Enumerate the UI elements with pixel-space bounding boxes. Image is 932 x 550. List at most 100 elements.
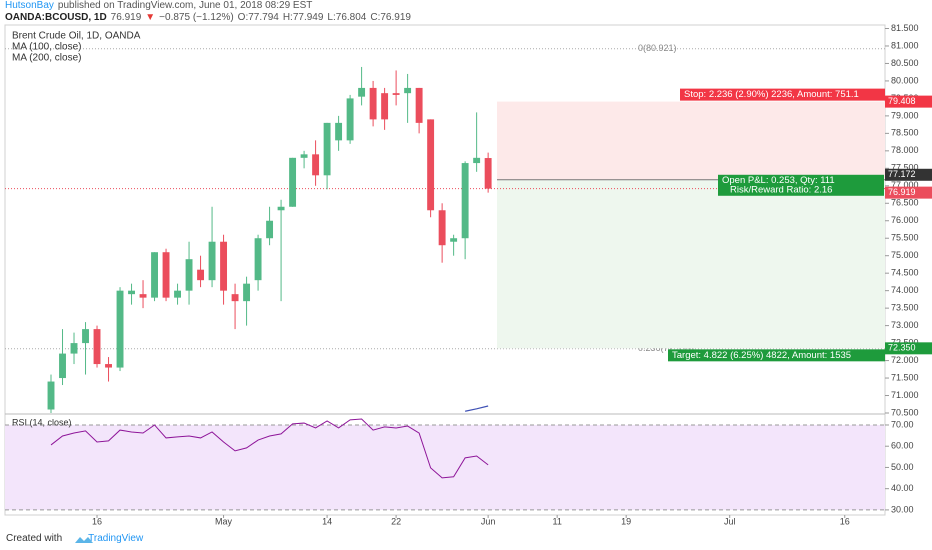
rsi-tick-label: 60.00 [891, 441, 914, 451]
last-tag-label: 76.919 [888, 187, 916, 197]
chart-title: Brent Crude Oil, 1D, OANDA [12, 31, 141, 42]
target-zone [497, 179, 885, 349]
rsi-tick-label: 70.00 [891, 419, 914, 429]
fib-label: 0(80.921) [638, 43, 677, 53]
candle-body [438, 210, 446, 246]
candle-body [151, 252, 158, 298]
y-tick-label: 74.000 [891, 285, 919, 295]
stop-zone [497, 101, 885, 180]
rsi-line [50, 418, 489, 479]
rsi-title: RSI (14, close) [12, 417, 72, 427]
candle-body [59, 353, 66, 379]
published: published on TradingView.com, June 01, 2… [57, 0, 313, 11]
entry-tag-label: 77.172 [888, 169, 916, 179]
x-tick-label: May [215, 516, 233, 526]
header: HutsonBay published on TradingView.com, J… [5, 0, 411, 24]
rsi-band [5, 424, 885, 510]
arrow: ▼ [145, 12, 156, 23]
price-pane: 0(80.921)0.236(72.339) [5, 43, 885, 413]
y-tick-label: 73.500 [891, 303, 919, 313]
x-tick-label: 14 [322, 516, 332, 526]
candle-body [415, 87, 423, 123]
y-tick-label: 71.000 [891, 390, 919, 400]
candle-body [116, 290, 124, 368]
last: 76.919 [110, 12, 142, 23]
x-tick-label: Jun [481, 516, 496, 526]
candle-body [392, 93, 400, 95]
x-tick-label: 22 [391, 516, 401, 526]
last-tag [885, 186, 932, 199]
y-tick-label: 76.500 [891, 198, 919, 208]
candle-body [266, 220, 274, 239]
y-tick-label: 78.000 [891, 145, 919, 155]
rsi-tick-label: 50.00 [891, 462, 914, 472]
symbol: OANDA:BCOUSD, 1D [5, 12, 107, 23]
candle-body [128, 290, 135, 295]
candle-body [461, 163, 469, 239]
x-tick-label: 16 [92, 516, 102, 526]
overlay: 70.50071.00071.50072.00072.50073.00073.5… [12, 23, 932, 526]
entry-tag [885, 168, 932, 181]
candle-body [208, 241, 216, 281]
rr-label: Risk/Reward Ratio: 2.16 [730, 184, 832, 195]
y-tick-label: 70.500 [891, 407, 919, 417]
candle-body [427, 119, 435, 211]
candle-body [197, 269, 205, 281]
change: −0.875 (−1.12%) [159, 12, 234, 23]
y-tick-label: 75.000 [891, 250, 919, 260]
footer: Created with TradingView [6, 533, 143, 544]
candle-body [174, 290, 181, 298]
y-tick-label: 73.000 [891, 320, 919, 330]
candle-body [335, 122, 343, 141]
y-tick-label: 77.000 [891, 180, 919, 190]
ohlc: C:76.919 [370, 12, 411, 23]
y-tick-label: 81.500 [891, 23, 919, 33]
y-tick-label: 74.500 [891, 268, 919, 278]
y-tick-label: 76.000 [891, 215, 919, 225]
candle-body [323, 122, 331, 176]
candle-body [254, 238, 262, 281]
candle-body [381, 93, 389, 120]
x-tick-label: Jul [724, 516, 736, 526]
candle-body [277, 206, 285, 211]
stop-tag [885, 95, 932, 108]
ohlc: H:77.949 [282, 12, 324, 23]
candle-body [82, 329, 89, 344]
y-tick-label: 80.000 [891, 75, 919, 85]
pnl-label-box [718, 174, 884, 196]
x-tick-label: 19 [621, 516, 631, 526]
stop-tag-label: 79.408 [888, 96, 916, 106]
stop-label-box [680, 88, 885, 101]
ma-line [465, 405, 489, 412]
y-tick-label: 77.500 [891, 163, 919, 173]
x-tick-label: 16 [840, 516, 850, 526]
candle-body [289, 157, 297, 207]
rsi-tick-label: 40.00 [891, 483, 914, 493]
pnl-label: Open P&L: 0.253, Qty: 111 [722, 175, 835, 186]
chart: 0(80.921)0.236(72.339) 70.500 71.000 71.50… [4, 23, 932, 526]
legend-entry: MA (100, close) [12, 42, 81, 53]
candle-body [70, 343, 78, 354]
candle-body [93, 329, 101, 365]
candle-body [231, 294, 239, 302]
brand[interactable]: TradingView [88, 533, 144, 544]
candle-body [369, 87, 377, 120]
target-tag-label: 72.350 [888, 343, 916, 353]
y-tick-label: 81.000 [891, 40, 919, 50]
target-label-box [668, 349, 885, 362]
candle-body [139, 294, 147, 298]
candle-body [243, 283, 251, 302]
candle-body [450, 238, 458, 242]
legend-entry: MA (200, close) [12, 53, 81, 64]
author[interactable]: HutsonBay [5, 0, 54, 11]
y-tick-label: 72.000 [891, 355, 919, 365]
y-tick-label: 71.500 [891, 372, 919, 382]
candle-body [105, 364, 112, 368]
y-tick-label: 78.500 [891, 128, 919, 138]
candle-body [473, 157, 481, 164]
candle-body [47, 381, 55, 410]
y-tick-label: 75.500 [891, 233, 919, 243]
logo [75, 537, 93, 543]
created: Created with [6, 533, 63, 544]
